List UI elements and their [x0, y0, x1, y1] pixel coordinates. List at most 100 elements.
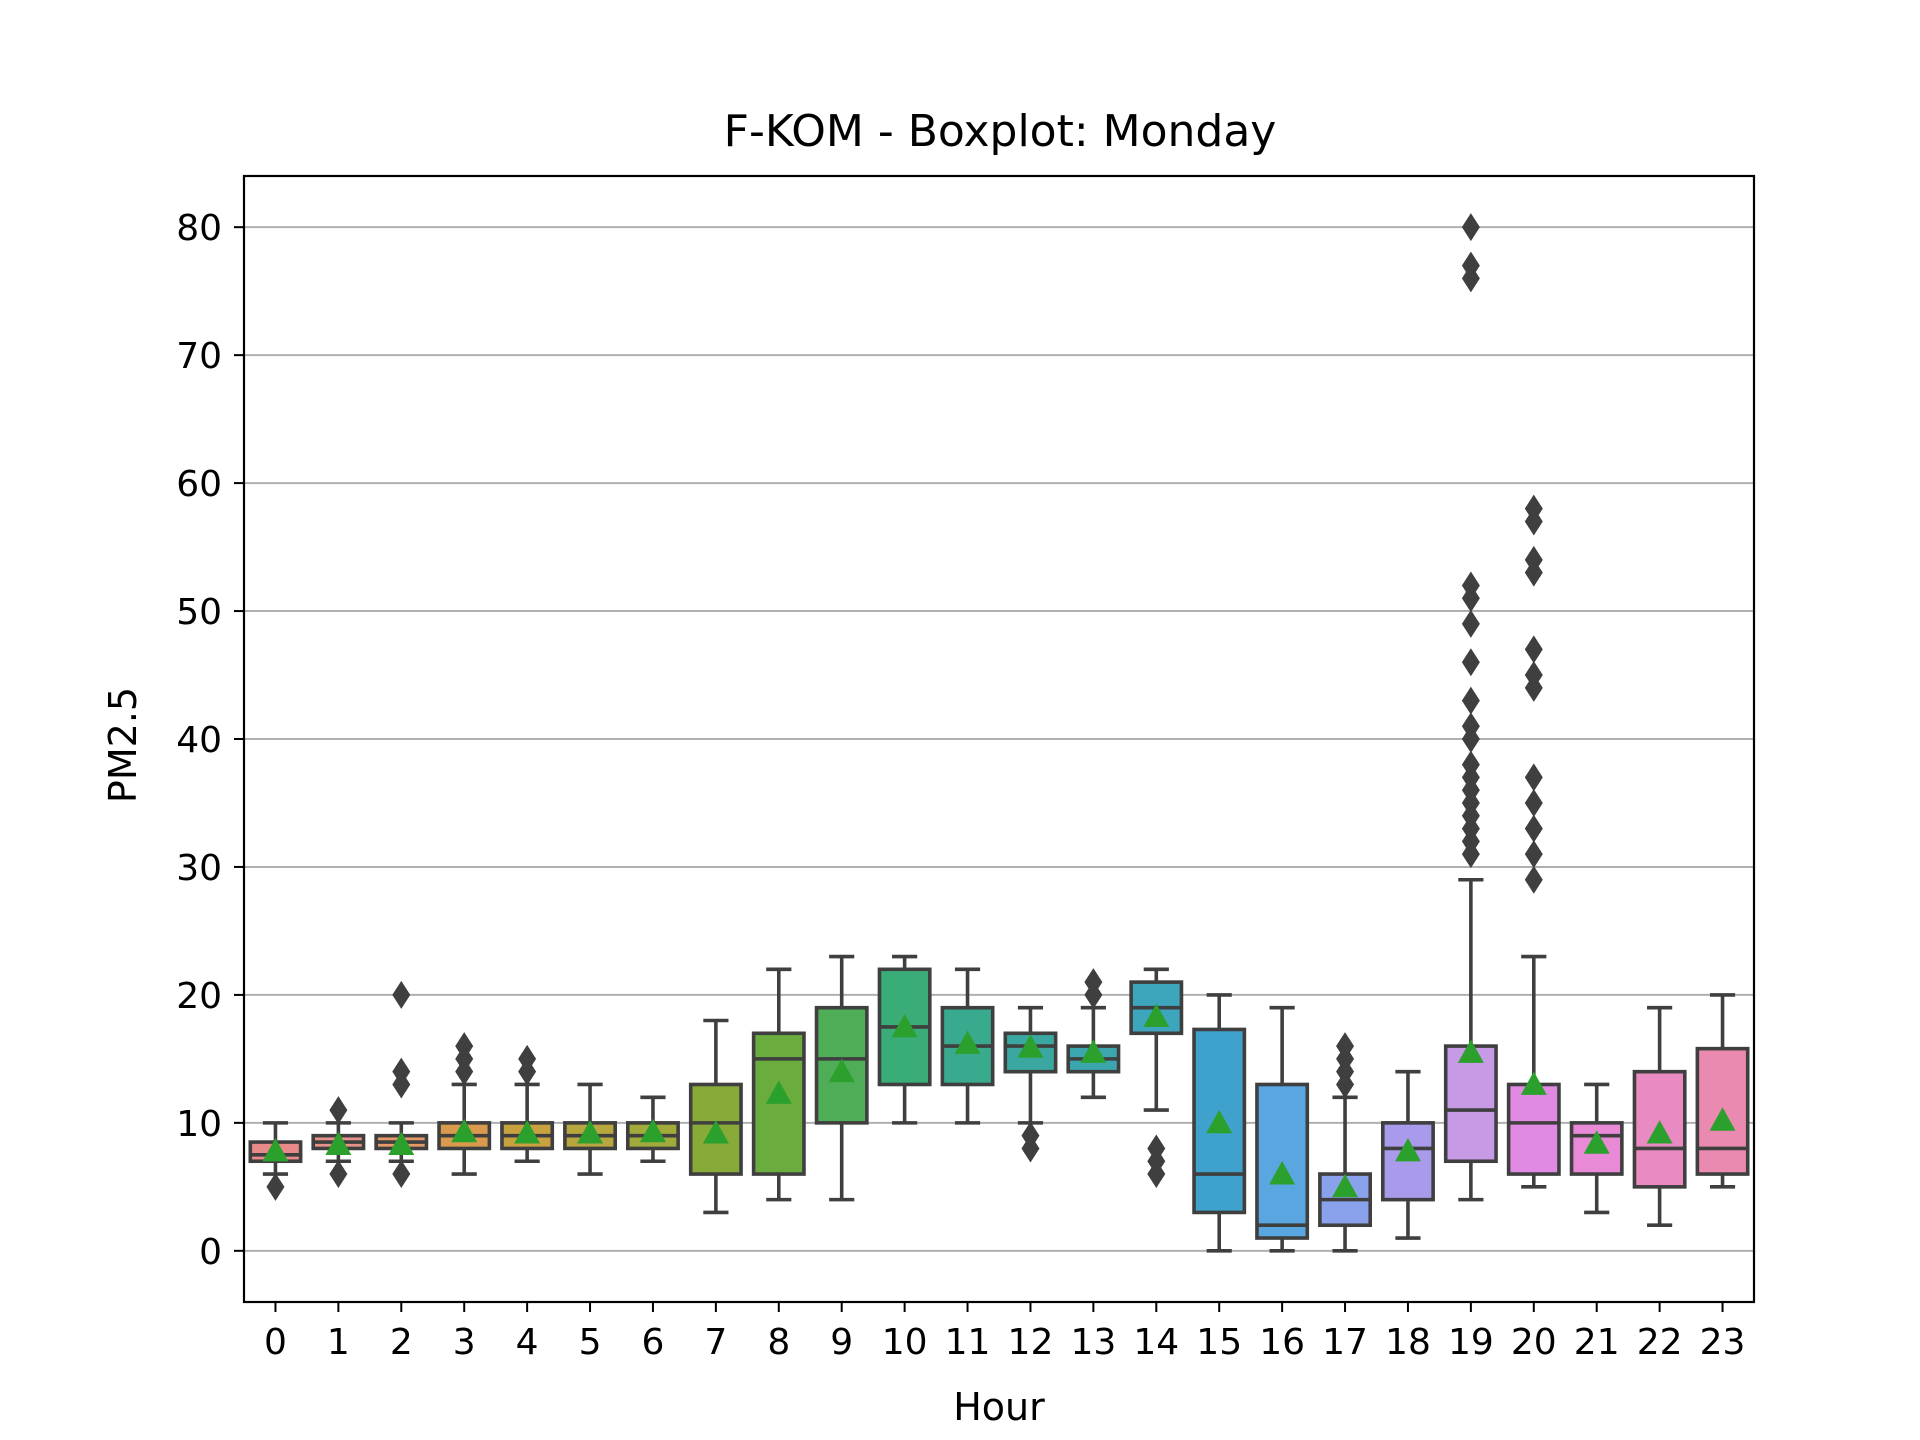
- x-tick-label: 14: [1133, 1322, 1179, 1363]
- box-19: [1443, 213, 1498, 1202]
- box-16: [1255, 1005, 1310, 1253]
- x-axis-label: Hour: [953, 1385, 1045, 1429]
- mean-marker: [1206, 1109, 1233, 1134]
- outlier-point: [1461, 571, 1480, 600]
- mean-marker: [514, 1120, 541, 1144]
- box-10: [877, 954, 932, 1125]
- x-tick-label: 18: [1385, 1322, 1431, 1363]
- y-axis: 0 10 20 30 40 50 60 70 80: [176, 208, 244, 1273]
- outlier-point: [1461, 213, 1480, 242]
- x-tick-label: 3: [453, 1322, 476, 1363]
- box-23: [1695, 993, 1750, 1189]
- x-tick-label: 1: [327, 1322, 350, 1363]
- outlier-point: [1461, 648, 1480, 677]
- mean-marker: [765, 1080, 792, 1104]
- x-tick-label: 16: [1259, 1322, 1305, 1363]
- outlier-point: [1524, 788, 1543, 817]
- box-20: [1506, 494, 1561, 1189]
- boxes-layer: [248, 213, 1750, 1253]
- mean-marker: [1269, 1161, 1296, 1185]
- outlier-point: [1021, 1121, 1040, 1150]
- outlier-point: [1084, 968, 1103, 997]
- x-tick-label: 4: [516, 1322, 539, 1363]
- box-body: [1192, 1027, 1247, 1215]
- outlier-point: [1524, 661, 1543, 690]
- y-tick-label: 60: [176, 464, 222, 505]
- box-0: [248, 1121, 303, 1201]
- x-tick-label: 19: [1448, 1322, 1494, 1363]
- chart-title: F-KOM - Boxplot: Monday: [724, 106, 1277, 157]
- x-tick-label: 5: [579, 1322, 602, 1363]
- box-3: [437, 1032, 492, 1176]
- mean-marker: [954, 1030, 981, 1054]
- x-tick-label: 8: [767, 1322, 790, 1363]
- mean-marker: [891, 1013, 918, 1038]
- outlier-point: [392, 1160, 411, 1189]
- box-2: [374, 980, 429, 1189]
- y-tick-label: 50: [176, 592, 222, 633]
- mean-marker: [1457, 1039, 1484, 1063]
- outlier-point: [1524, 840, 1543, 869]
- outlier-point: [392, 1057, 411, 1086]
- mean-marker: [1332, 1173, 1359, 1198]
- x-tick-label: 23: [1700, 1322, 1746, 1363]
- x-tick-label: 20: [1511, 1322, 1557, 1363]
- x-tick-label: 7: [704, 1322, 727, 1363]
- box-8: [751, 967, 806, 1202]
- outlier-point: [1461, 686, 1480, 715]
- outlier-point: [1524, 545, 1543, 574]
- box-21: [1569, 1082, 1624, 1215]
- x-tick-label: 13: [1070, 1322, 1116, 1363]
- outlier-point: [392, 980, 411, 1009]
- outlier-point: [1524, 763, 1543, 792]
- mean-marker: [1709, 1107, 1736, 1131]
- box-9: [814, 954, 869, 1202]
- box-17: [1318, 1032, 1373, 1253]
- outlier-point: [1524, 865, 1543, 894]
- x-tick-label: 21: [1574, 1322, 1620, 1363]
- mean-marker: [639, 1118, 666, 1143]
- box-18: [1380, 1069, 1435, 1240]
- mean-marker: [325, 1131, 352, 1156]
- box-body: [1443, 1044, 1498, 1164]
- outlier-point: [1147, 1134, 1166, 1163]
- mean-marker: [1583, 1130, 1610, 1154]
- outlier-point: [1461, 712, 1480, 741]
- outlier-point: [1336, 1032, 1355, 1061]
- outlier-point: [329, 1160, 348, 1189]
- box-6: [625, 1095, 680, 1164]
- x-tick-label: 15: [1196, 1322, 1242, 1363]
- outlier-point: [1524, 494, 1543, 523]
- mean-marker: [1646, 1120, 1673, 1144]
- x-tick-label: 22: [1637, 1322, 1683, 1363]
- box-1: [311, 1096, 366, 1189]
- box-22: [1632, 1005, 1687, 1228]
- y-tick-label: 0: [199, 1232, 222, 1273]
- outlier-point: [455, 1032, 474, 1061]
- outlier-point: [329, 1096, 348, 1125]
- mean-marker: [262, 1138, 289, 1162]
- box-15: [1192, 993, 1247, 1253]
- mean-marker: [1080, 1039, 1107, 1063]
- outlier-point: [1524, 814, 1543, 843]
- mean-marker: [451, 1118, 478, 1143]
- y-tick-label: 30: [176, 848, 222, 889]
- mean-marker: [1520, 1071, 1547, 1095]
- outlier-point: [518, 1044, 537, 1073]
- box-body: [1506, 1082, 1561, 1176]
- outlier-point: [1461, 609, 1480, 638]
- y-axis-label: PM2.5: [101, 687, 145, 803]
- mean-marker: [388, 1131, 415, 1156]
- x-tick-label: 11: [945, 1322, 991, 1363]
- mean-marker: [702, 1120, 729, 1144]
- x-tick-label: 0: [264, 1322, 287, 1363]
- x-tick-label: 17: [1322, 1322, 1368, 1363]
- outlier-point: [1524, 635, 1543, 664]
- x-tick-label: 2: [390, 1322, 413, 1363]
- box-5: [563, 1082, 618, 1176]
- mean-marker: [1143, 1003, 1170, 1028]
- grid-lines: [244, 226, 1754, 1252]
- box-12: [1003, 1005, 1058, 1163]
- y-tick-label: 80: [176, 208, 222, 249]
